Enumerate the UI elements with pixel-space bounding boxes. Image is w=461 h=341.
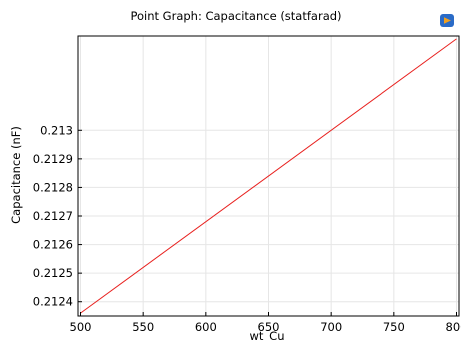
comsol-icon-mark [444,17,451,24]
x-axis-label: wt_Cu [250,329,285,341]
x-tick-label: 600 [195,320,217,334]
y-tick-label: 0.2126 [33,238,73,252]
y-axis-label: Capacitance (nF) [9,126,23,224]
y-tick-label: 0.2127 [33,209,73,223]
x-tick-label: 650 [258,320,280,334]
comsol-icon[interactable] [440,14,454,27]
y-tick-label: 0.2128 [33,180,73,194]
y-tick-label: 0.2125 [33,266,73,280]
chart-title: Point Graph: Capacitance (statfarad) [130,9,341,23]
tick-labels-layer: 500 550 600 650 700 750 800 0.2124 0.2125 0.2126 0… [33,123,461,334]
y-tick-label: 0.213 [40,123,73,137]
ticks-layer [78,129,457,316]
x-tick-label: 500 [70,320,92,334]
grid-layer [78,36,459,316]
y-tick-label: 0.2129 [33,152,73,166]
x-tick-label: 800 [446,320,461,334]
x-tick-label: 750 [383,320,405,334]
x-tick-label: 700 [320,320,342,334]
y-tick-label: 0.2124 [33,295,73,309]
plot-layer [80,38,457,314]
x-tick-label: 550 [132,320,154,334]
series-line [80,38,457,314]
